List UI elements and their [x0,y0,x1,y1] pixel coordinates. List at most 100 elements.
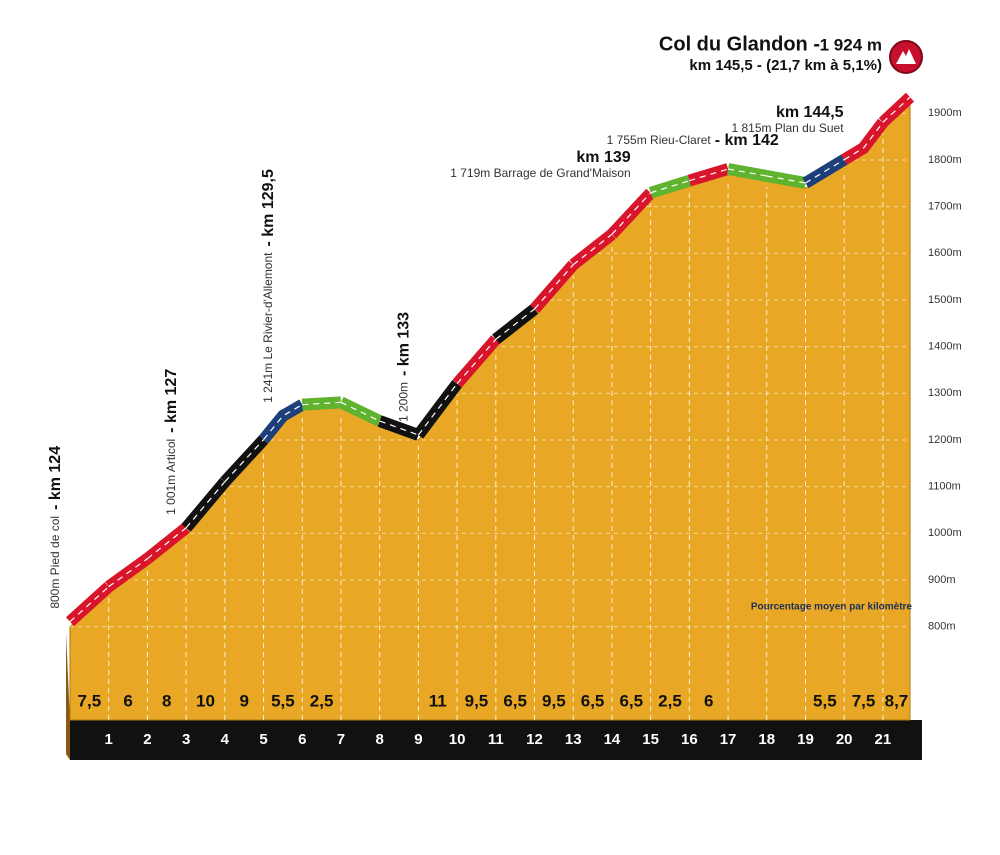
annotation-km: km 144,5 [776,104,844,121]
y-tick-label: 1800m [928,154,962,166]
title-elevation: 1 924 m [820,35,882,54]
road-segment [878,92,915,127]
gradient-label: 9,5 [465,691,489,710]
x-tick-label: 15 [642,731,659,748]
x-tick-label: 3 [182,731,190,748]
x-tick-label: 11 [488,731,504,748]
y-tick-label: 1700m [928,201,962,213]
road-center [650,180,690,194]
x-tick-label: 14 [604,731,621,748]
road-center [147,527,187,560]
annotation: 1 001m Articol - km 127 [163,369,180,515]
gradient-label: 10 [196,691,215,710]
road-center [805,159,845,184]
annotation-text: 1 755m Rieu-Claret [607,133,712,147]
road-center [611,192,652,235]
gradient-label: 2,5 [658,691,682,710]
gradient-label: 6 [123,691,132,710]
x-tick-label: 8 [376,731,384,748]
x-tick-label: 17 [720,731,737,748]
y-tick-label: 900m [928,574,956,586]
elevation-area [69,100,911,721]
annotation-text: 1 241m Le Rivier-d'Allemont [261,252,275,403]
annotation: 1 755m Rieu-Claret - km 142 [607,132,779,149]
x-tick-label: 1 [105,731,113,748]
gradient-label: 8 [162,691,171,710]
y-tick-label: 1500m [928,294,962,306]
gradient-label: 9 [239,691,248,710]
gradient-label: 2,5 [310,691,334,710]
road-center [340,401,380,422]
annotation-km: - km 124 [47,446,64,510]
annotation-km: km 139 [576,149,630,166]
road-center [572,233,613,266]
gradient-label: 7,5 [78,691,102,710]
x-tick-label: 16 [681,731,698,748]
ground-side [66,632,70,760]
annotation: 1 200m - km 133 [396,312,413,422]
gradient-label: 8,7 [885,691,909,710]
x-tick-label: 18 [758,731,775,748]
road-segment [726,163,768,182]
road-segment [181,477,230,532]
x-tick-label: 6 [298,731,306,748]
road-center [379,420,419,436]
gradient-label: 5,5 [271,691,295,710]
chart-subtitle: km 145,5 - (21,7 km à 5,1%) [689,57,882,74]
x-tick-label: 12 [526,731,543,748]
x-tick-label: 10 [449,731,466,748]
x-tick-label: 2 [143,731,151,748]
summit-icon [889,40,923,74]
annotation-km: - km 127 [163,369,180,433]
y-tick-label: 1300m [928,387,962,399]
x-tick-label: 13 [565,731,582,748]
x-tick-label: 5 [259,731,267,748]
annotation-text: 1 200m [397,382,411,422]
road-center [534,264,574,310]
gradient-label: 6,5 [619,691,643,710]
road-segment [301,396,342,411]
x-tick-label: 20 [836,731,853,748]
annotation-km: - km 129,5 [260,169,277,246]
annotation-text: 1 815m Plan du Suet [731,121,844,135]
x-tick-label: 7 [337,731,345,748]
x-tick-label: 19 [797,731,814,748]
y-tick-label: 1600m [928,247,962,259]
road-center [108,558,148,588]
road-center [495,308,535,340]
gradient-label: 5,5 [813,691,837,710]
annotation-text: 1 001m Articol [164,439,178,515]
annotation-km: - km 133 [396,312,413,376]
annotation: 800m Pied de col - km 124 [47,446,64,609]
x-tick-label: 21 [875,731,892,748]
chart-title: Col du Glandon - [659,33,820,55]
gradient-label: 7,5 [852,691,876,710]
annotation-km: - km 142 [715,132,779,149]
note: Pourcentage moyen par kilomètre [751,602,913,613]
gradient-label: 6,5 [581,691,605,710]
road-center [843,121,884,161]
annotation: 1 241m Le Rivier-d'Allemont - km 129,5 [260,169,277,403]
gradient-label: 9,5 [542,691,566,710]
y-tick-label: 1200m [928,434,962,446]
gradient-label: 6,5 [503,691,527,710]
gradient-label: 11 [429,691,447,710]
plot: 800m900m1000m1100m1200m1300m1400m1500m16… [47,92,962,760]
road-center [263,404,303,441]
road-segment [413,380,462,439]
annotation-text: 800m Pied de col [48,516,62,609]
road-segment [765,170,807,189]
road-center [456,338,497,385]
x-tick-label: 9 [414,731,422,748]
y-tick-label: 1100m [928,481,961,493]
y-tick-label: 1900m [928,107,962,119]
road-center [689,168,729,182]
road-center [69,586,110,623]
km-band [70,720,922,760]
y-tick-label: 1400m [928,341,962,353]
annotation-text: 1 719m Barrage de Grand'Maison [450,166,630,180]
y-tick-label: 800m [928,621,956,633]
gradient-label: 6 [704,691,713,710]
